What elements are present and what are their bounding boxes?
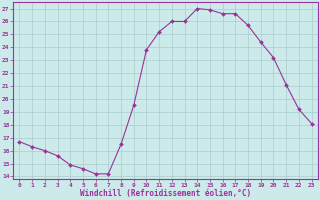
X-axis label: Windchill (Refroidissement éolien,°C): Windchill (Refroidissement éolien,°C) xyxy=(80,189,251,198)
